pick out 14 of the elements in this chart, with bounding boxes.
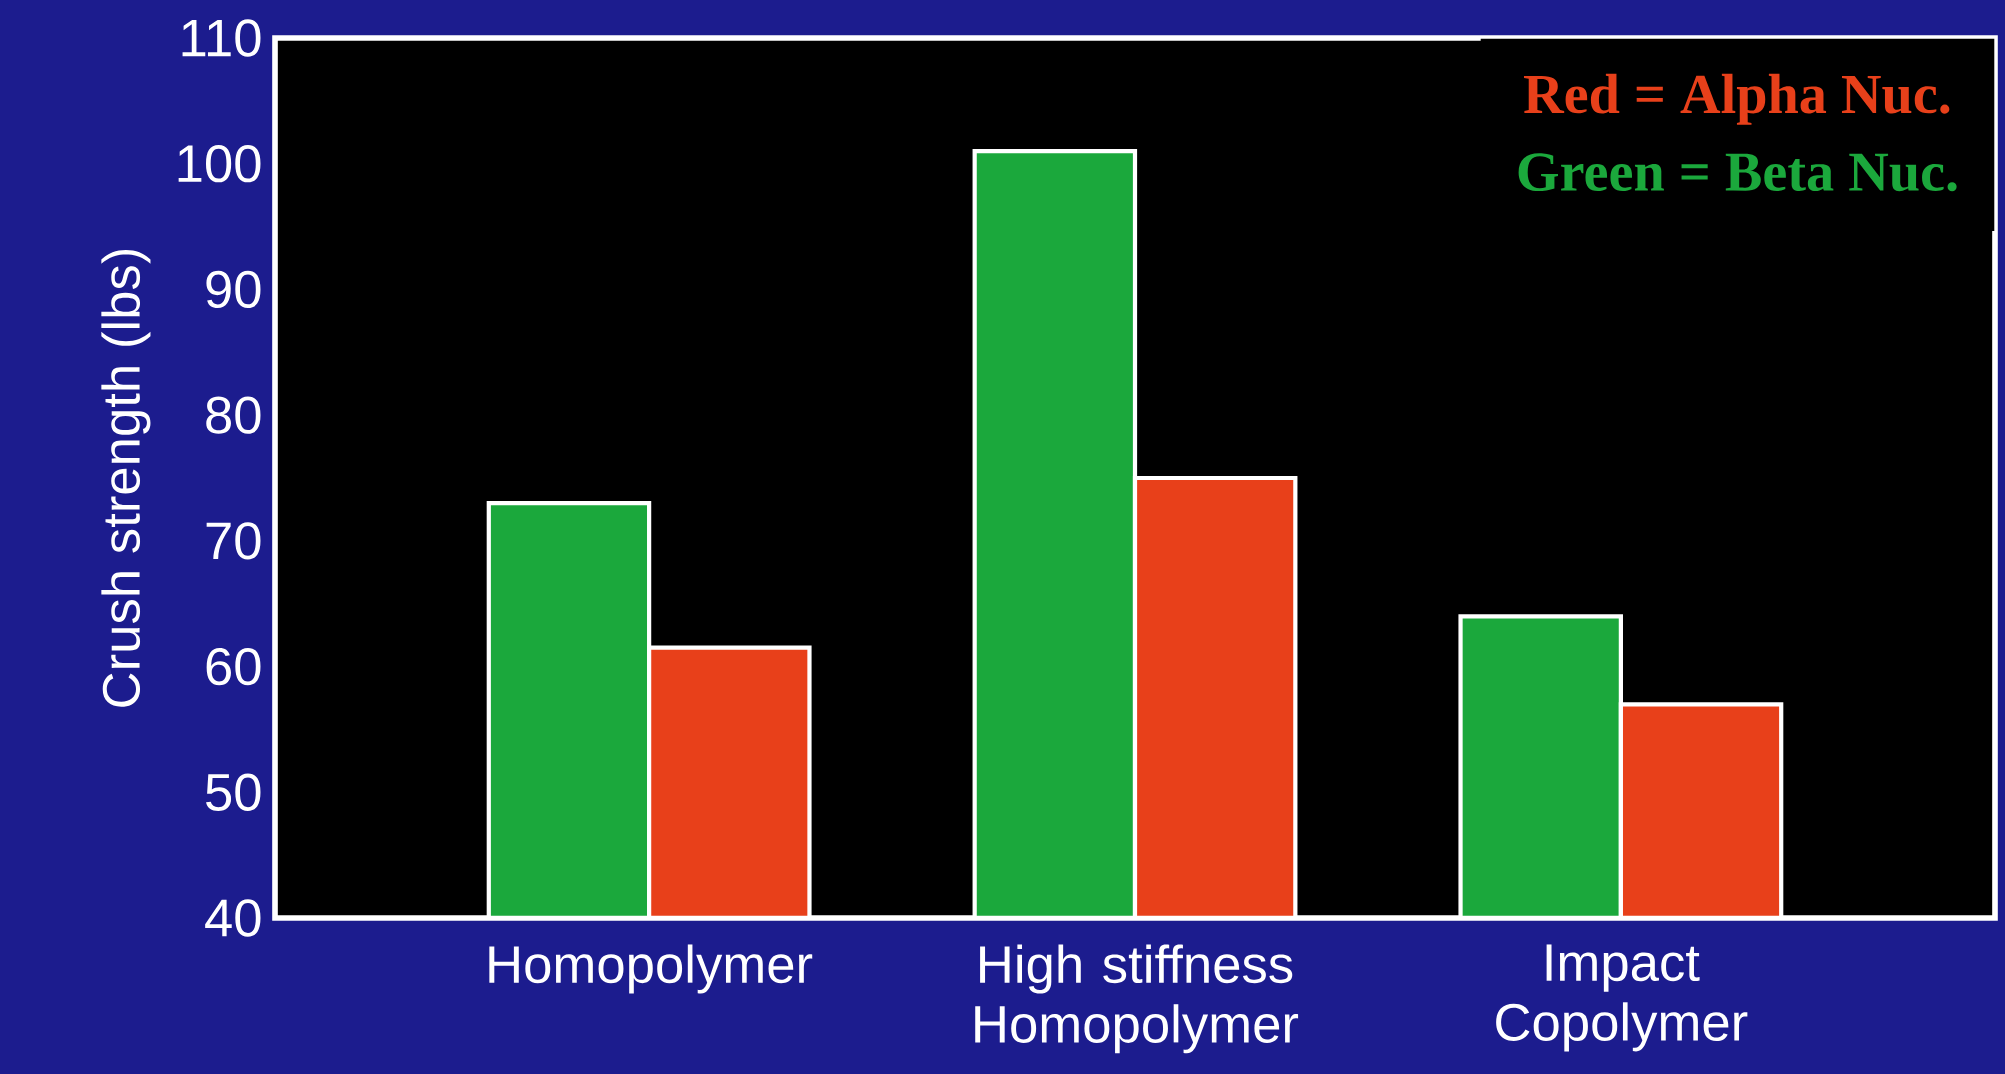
y-tick-label: 110 bbox=[182, 19, 261, 57]
x-tick-label: Homopolymer bbox=[489, 944, 813, 994]
x-tick-label: Impact Copolymer bbox=[1496, 944, 1748, 1052]
y-tick-label: 40 bbox=[205, 899, 261, 937]
y-tick-label: 70 bbox=[206, 522, 261, 560]
text: Red = Alpha Nuc. bbox=[1524, 73, 1950, 125]
y-tick-label: 90 bbox=[206, 270, 261, 309]
x-tick-label: High stiffness Homopolymer bbox=[975, 944, 1299, 1054]
y-tick-label: 60 bbox=[206, 647, 261, 686]
y-tick-label: 100 bbox=[178, 145, 261, 183]
y-tick-label: 50 bbox=[206, 773, 261, 811]
text: Green = Beta Nuc. bbox=[1518, 153, 1957, 192]
y-tick-label: 80 bbox=[206, 396, 261, 434]
y-axis-title: Crush strength (lbs) bbox=[101, 249, 151, 707]
